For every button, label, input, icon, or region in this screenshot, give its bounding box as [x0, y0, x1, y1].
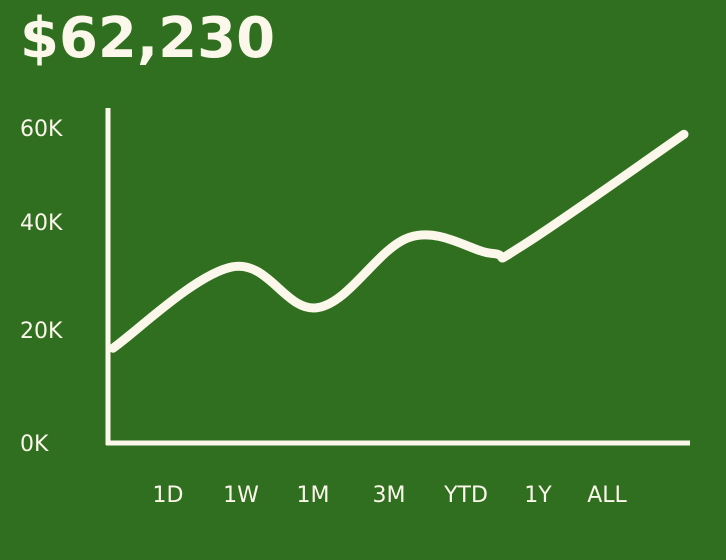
series-line: [108, 129, 689, 353]
y-tick-label: 0K: [20, 432, 49, 457]
range-tab-1d[interactable]: 1D: [153, 483, 184, 508]
y-axis-ticks: 0K 20K 40K 60K: [20, 117, 63, 457]
range-tab-1w[interactable]: 1W: [223, 483, 259, 508]
range-tab-3m[interactable]: 3M: [373, 483, 406, 508]
range-tab-ytd[interactable]: YTD: [443, 483, 488, 508]
x-axis-ticks: 1D 1W 1M 3M YTD 1Y ALL: [153, 483, 628, 508]
range-tab-all[interactable]: ALL: [587, 483, 627, 508]
range-tab-1y[interactable]: 1Y: [524, 483, 552, 508]
y-tick-label: 60K: [20, 117, 63, 142]
y-tick-label: 20K: [20, 319, 63, 344]
range-tab-1m[interactable]: 1M: [297, 483, 330, 508]
portfolio-balance: $62,230: [20, 6, 276, 71]
y-tick-label: 40K: [20, 211, 63, 236]
